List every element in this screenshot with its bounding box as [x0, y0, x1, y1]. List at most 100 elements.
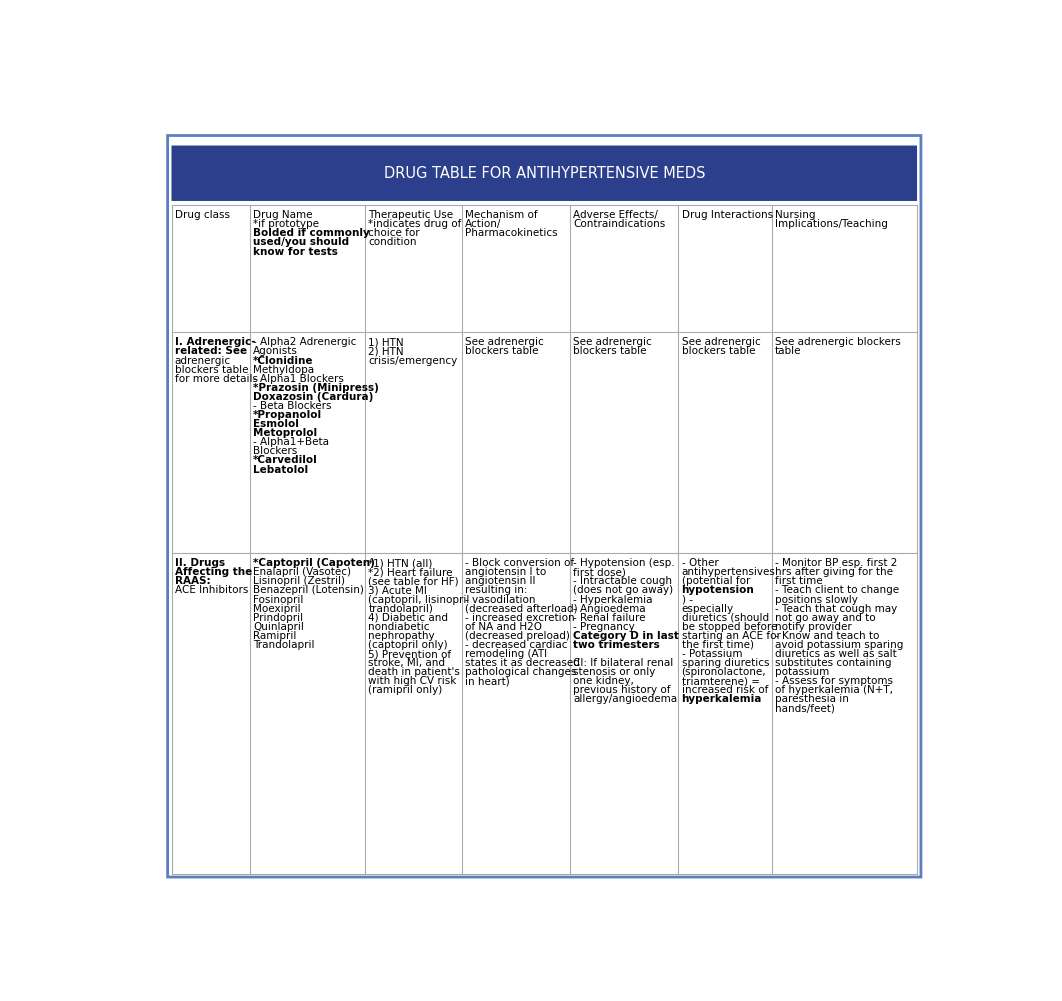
Text: increased risk of: increased risk of — [682, 686, 768, 696]
Text: Therapeutic Use: Therapeutic Use — [369, 210, 453, 220]
Text: sparing diuretics: sparing diuretics — [682, 658, 769, 668]
Text: - Beta Blockers: - Beta Blockers — [253, 401, 331, 411]
Text: of NA and H2O: of NA and H2O — [465, 622, 543, 632]
Text: - Potassium: - Potassium — [682, 649, 742, 659]
Text: Esmolol: Esmolol — [253, 419, 298, 429]
Text: - Alpha1 Blockers: - Alpha1 Blockers — [253, 373, 344, 383]
Text: substitutes containing: substitutes containing — [775, 658, 891, 668]
Text: - Hypotension (esp.: - Hypotension (esp. — [573, 559, 675, 569]
Text: Drug Interactions: Drug Interactions — [682, 210, 773, 220]
Text: Mechanism of: Mechanism of — [465, 210, 538, 220]
Text: blockers table: blockers table — [682, 346, 755, 356]
Text: (spironolactone,: (spironolactone, — [682, 668, 766, 678]
Text: previous history of: previous history of — [573, 686, 671, 696]
Text: - increased excretion: - increased excretion — [465, 613, 575, 623]
Text: blockers table: blockers table — [573, 346, 647, 356]
Text: hyperkalemia: hyperkalemia — [682, 695, 761, 705]
Text: *Prazosin (Minipress): *Prazosin (Minipress) — [253, 382, 379, 392]
Text: *Propanolol: *Propanolol — [253, 410, 322, 420]
Text: (captopril, lisinopril: (captopril, lisinopril — [369, 595, 469, 605]
Text: *Clonidine: *Clonidine — [253, 355, 313, 365]
Text: paresthesia in: paresthesia in — [775, 695, 849, 705]
Text: - Alpha2 Adrenergic: - Alpha2 Adrenergic — [253, 337, 356, 347]
FancyBboxPatch shape — [168, 135, 921, 877]
Text: (captopril only): (captopril only) — [369, 640, 448, 650]
Text: - Teach client to change: - Teach client to change — [775, 586, 898, 596]
Text: choice for: choice for — [369, 228, 421, 238]
Text: states it as decreased: states it as decreased — [465, 658, 580, 668]
Text: Trandolapril: Trandolapril — [253, 640, 314, 650]
Text: stenosis or only: stenosis or only — [573, 668, 656, 678]
Text: ACE Inhibitors: ACE Inhibitors — [174, 586, 247, 596]
Text: angiotensin II: angiotensin II — [465, 577, 536, 587]
Text: DRUG TABLE FOR ANTIHYPERTENSIVE MEDS: DRUG TABLE FOR ANTIHYPERTENSIVE MEDS — [383, 166, 705, 181]
Text: - Renal failure: - Renal failure — [573, 613, 646, 623]
Text: - vasodilation: - vasodilation — [465, 595, 536, 605]
Text: Fosinopril: Fosinopril — [253, 595, 304, 605]
Text: CI: If bilateral renal: CI: If bilateral renal — [573, 658, 673, 668]
Text: Nursing: Nursing — [775, 210, 816, 220]
Text: (ramipril only): (ramipril only) — [369, 686, 443, 696]
Text: Quinlapril: Quinlapril — [253, 622, 304, 632]
Text: remodeling (ATI: remodeling (ATI — [465, 649, 548, 659]
Text: - Alpha1+Beta: - Alpha1+Beta — [253, 437, 329, 447]
Text: Ramipril: Ramipril — [253, 631, 296, 641]
Text: (does not go away): (does not go away) — [573, 586, 673, 596]
Text: *Carvedilol: *Carvedilol — [253, 455, 318, 465]
Text: of hyperkalemia (N+T,: of hyperkalemia (N+T, — [775, 686, 893, 696]
Text: be stopped before: be stopped before — [682, 622, 777, 632]
Text: Moexipril: Moexipril — [253, 604, 301, 614]
Text: II. Drugs: II. Drugs — [174, 559, 225, 569]
Text: Lisinopril (Zestril): Lisinopril (Zestril) — [253, 577, 345, 587]
Text: - Know and teach to: - Know and teach to — [775, 631, 879, 641]
Text: resulting in:: resulting in: — [465, 586, 528, 596]
Text: RAAS:: RAAS: — [174, 577, 210, 587]
Text: ) -: ) - — [682, 595, 692, 605]
Text: angiotensin I to: angiotensin I to — [465, 568, 547, 578]
Text: 2) HTN: 2) HTN — [369, 346, 404, 356]
Text: triamterene) =: triamterene) = — [682, 677, 759, 687]
Text: adrenergic: adrenergic — [174, 355, 230, 365]
Text: Prindopril: Prindopril — [253, 613, 303, 623]
Text: hrs after giving for the: hrs after giving for the — [775, 568, 893, 578]
Text: hands/feet): hands/feet) — [775, 704, 835, 714]
Text: the first time): the first time) — [682, 640, 754, 650]
FancyBboxPatch shape — [171, 145, 918, 201]
Text: 1) HTN: 1) HTN — [369, 337, 404, 347]
Text: first time: first time — [775, 577, 822, 587]
Text: related: See: related: See — [174, 346, 246, 356]
Text: pathological changes: pathological changes — [465, 668, 577, 678]
Text: *1) HTN (all): *1) HTN (all) — [369, 559, 433, 569]
Text: - Intractable cough: - Intractable cough — [573, 577, 672, 587]
Text: hypotension: hypotension — [682, 586, 754, 596]
Text: Action/: Action/ — [465, 219, 501, 229]
Text: Drug class: Drug class — [174, 210, 229, 220]
Text: *Captopril (Capoten): *Captopril (Capoten) — [253, 559, 375, 569]
Text: trandolapril): trandolapril) — [369, 604, 433, 614]
Text: - Assess for symptoms: - Assess for symptoms — [775, 677, 893, 687]
Text: (see table for HF): (see table for HF) — [369, 577, 459, 587]
Text: nephropathy: nephropathy — [369, 631, 435, 641]
Text: Metoprolol: Metoprolol — [253, 428, 318, 438]
Text: See adrenergic: See adrenergic — [465, 337, 544, 347]
Text: crisis/emergency: crisis/emergency — [369, 355, 458, 365]
Text: 5) Prevention of: 5) Prevention of — [369, 649, 451, 659]
Text: - decreased cardiac: - decreased cardiac — [465, 640, 568, 650]
Text: blockers table: blockers table — [465, 346, 538, 356]
Text: *indicates drug of: *indicates drug of — [369, 219, 462, 229]
Text: Bolded if commonly: Bolded if commonly — [253, 228, 370, 238]
Text: especially: especially — [682, 604, 734, 614]
Text: blockers table: blockers table — [174, 364, 249, 374]
Text: death in patient's: death in patient's — [369, 668, 460, 678]
Text: - Block conversion of: - Block conversion of — [465, 559, 575, 569]
Text: See adrenergic blockers: See adrenergic blockers — [775, 337, 901, 347]
Text: Contraindications: Contraindications — [573, 219, 666, 229]
Text: (potential for: (potential for — [682, 577, 750, 587]
Text: I. Adrenergic-: I. Adrenergic- — [174, 337, 255, 347]
Text: (decreased afterload): (decreased afterload) — [465, 604, 578, 614]
Text: nondiabetic: nondiabetic — [369, 622, 430, 632]
Text: Adverse Effects/: Adverse Effects/ — [573, 210, 658, 220]
Text: potassium: potassium — [775, 668, 829, 678]
Text: with high CV risk: with high CV risk — [369, 677, 457, 687]
Text: Lebatolol: Lebatolol — [253, 464, 308, 474]
